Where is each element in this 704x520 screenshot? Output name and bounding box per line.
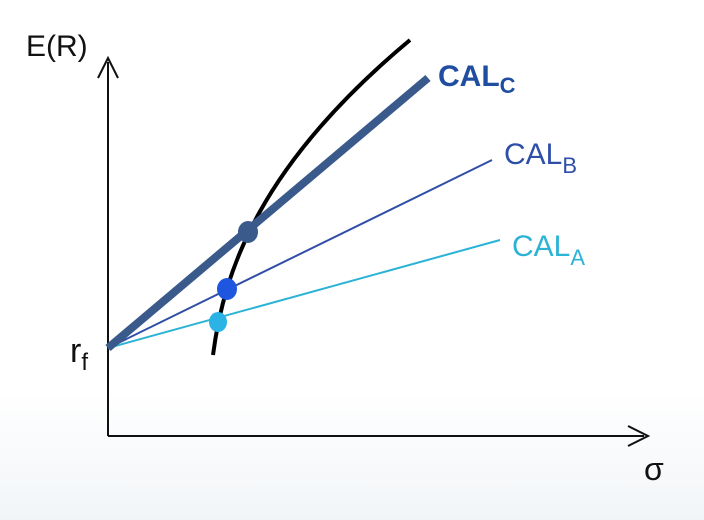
cal-a-label: CALA bbox=[512, 230, 585, 270]
y-axis-arrow-icon bbox=[97, 55, 119, 79]
x-axis-label: σ bbox=[644, 451, 664, 487]
portfolio-c-point bbox=[238, 221, 258, 243]
y-axis-label: E(R) bbox=[26, 30, 88, 63]
portfolio-b-point bbox=[217, 278, 237, 300]
rf-label: rf bbox=[70, 332, 88, 376]
cal-b-label: CALB bbox=[504, 138, 577, 178]
cal-a-line bbox=[107, 239, 501, 349]
cal-c-line bbox=[105, 74, 431, 352]
portfolio-a-point bbox=[209, 312, 227, 332]
cal-c-label: CALC bbox=[438, 60, 516, 98]
axes bbox=[97, 55, 651, 447]
cal-b-line bbox=[107, 159, 493, 349]
x-axis-arrow-icon bbox=[627, 425, 651, 447]
